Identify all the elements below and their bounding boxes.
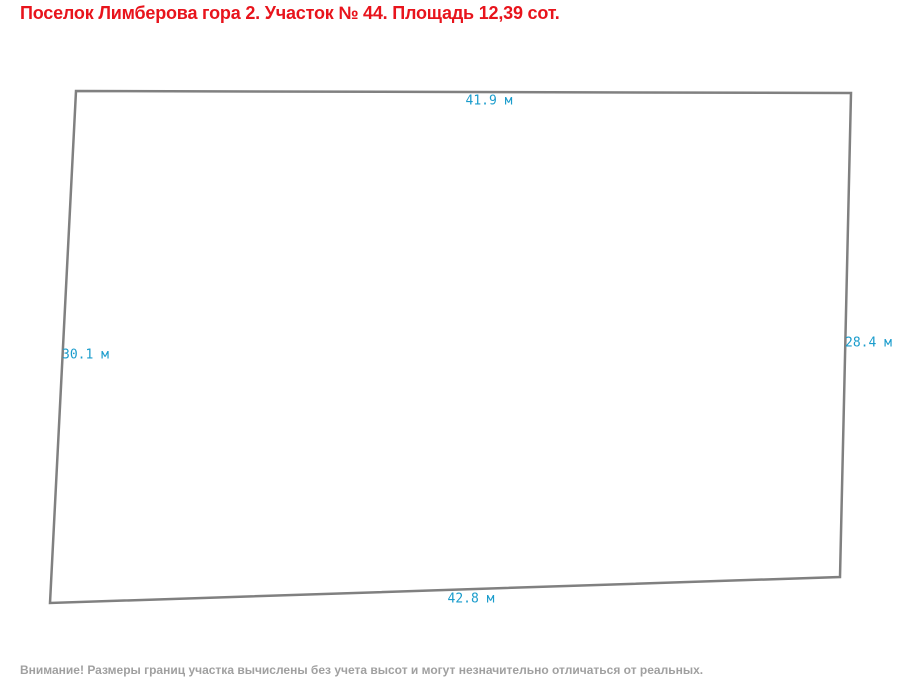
disclaimer: Внимание! Размеры границ участка вычисле… bbox=[20, 663, 704, 677]
edge-length: 41.9 м bbox=[466, 94, 513, 109]
edge-length: 30.1 м bbox=[62, 348, 109, 363]
plot-boundary bbox=[48, 89, 853, 605]
edge-length: 28.4 м bbox=[845, 336, 892, 351]
edge-length: 42.8 м bbox=[448, 592, 495, 607]
plot-title: Поселок Лимберова гора 2. Участок № 44. … bbox=[20, 3, 560, 23]
